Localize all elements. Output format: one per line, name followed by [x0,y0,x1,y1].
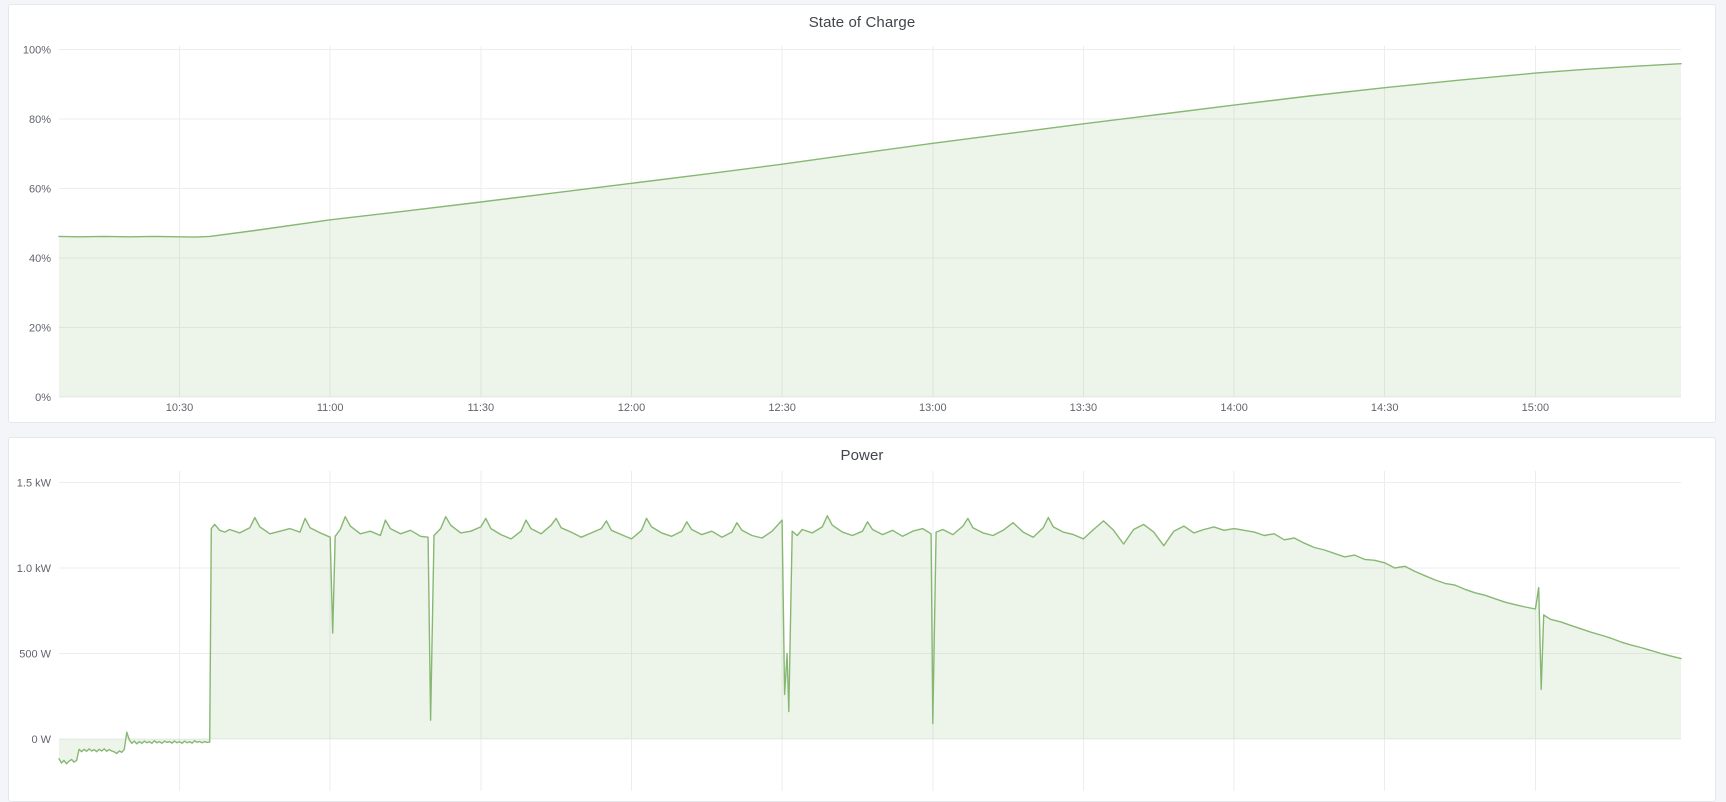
panel-power: Power 0 W 500 W 1.0 kW 1.5 kW [8,437,1716,802]
panel-title: Power [840,447,884,464]
series-line [58,63,1682,238]
state-of-charge-chart[interactable]: 10:30 11:00 11:30 12:00 12:30 13:00 13:30 14:00… [9,5,1715,422]
x-axis-tick-label: 13:00 [919,402,947,414]
y-axis-tick-label: 80% [29,114,51,126]
y-axis-tick-label: 500 W [19,649,51,661]
panel-title: State of Charge [808,14,916,31]
panel-state-of-charge: State of Charge 10:30 11:00 11:30 12:00 12:3… [8,4,1716,423]
x-axis-tick-label: 13:30 [1070,402,1098,414]
x-axis-tick-label: 14:30 [1371,402,1399,414]
y-axis-tick-label: 0 W [31,734,51,746]
y-axis-tick-label: 20% [29,323,51,335]
y-axis-tick-label: 60% [29,184,51,196]
x-axis-tick-label: 10:30 [166,402,194,414]
x-axis-tick-label: 15:00 [1522,402,1550,414]
x-axis-tick-label: 12:30 [768,402,796,414]
x-axis-tick-label: 14:00 [1220,402,1248,414]
x-axis-tick-label: 12:00 [618,402,646,414]
series-line [58,515,1682,765]
y-axis-tick-label: 1.5 kW [17,478,52,490]
y-axis-tick-label: 0% [35,392,51,404]
y-axis-tick-label: 100% [23,45,51,57]
series-area-fill [59,63,1681,397]
x-axis-tick-label: 11:00 [317,402,344,414]
y-axis-tick-label: 40% [29,253,51,265]
x-axis-tick-label: 11:30 [467,402,494,414]
y-axis-tick-label: 1.0 kW [17,563,52,575]
power-chart[interactable]: 0 W 500 W 1.0 kW 1.5 kW [9,438,1715,801]
series-area-fill [59,515,1681,764]
